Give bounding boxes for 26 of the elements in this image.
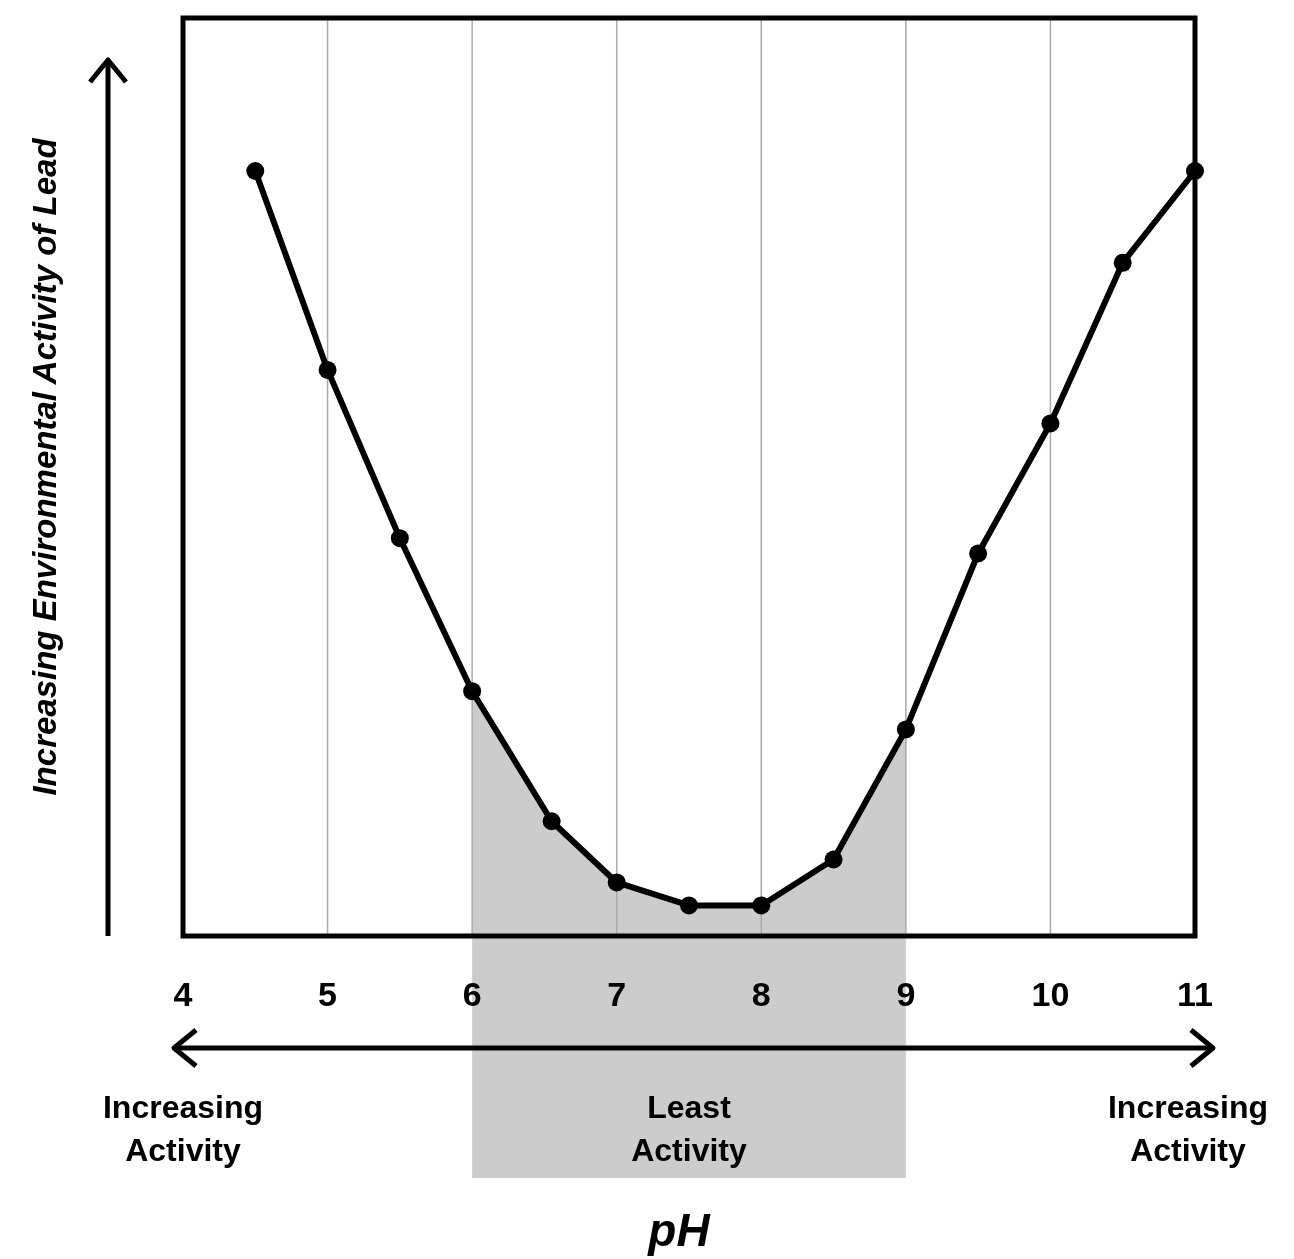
y-axis-title: Increasing Environmental Activity of Lead	[26, 137, 63, 796]
x-tick-label: 11	[1177, 975, 1213, 1013]
point	[1113, 253, 1132, 272]
point	[752, 896, 771, 915]
x-tick-label: 6	[462, 975, 482, 1013]
point	[607, 873, 626, 892]
x-tick-label: 10	[1031, 975, 1070, 1013]
point	[969, 544, 988, 563]
point	[542, 812, 561, 831]
x-tick-label: 4	[173, 975, 193, 1013]
band-label: Least Activity	[631, 1089, 747, 1168]
point	[1041, 414, 1060, 433]
point	[896, 720, 915, 739]
point	[680, 896, 698, 915]
point	[824, 850, 843, 869]
x-tick-label: 9	[896, 975, 916, 1013]
x-tick-label: 8	[751, 975, 771, 1013]
point	[390, 529, 409, 548]
point	[318, 360, 337, 379]
x-tick-label: 7	[607, 975, 627, 1013]
point	[463, 682, 482, 701]
text: Increasing Activity	[102, 1089, 264, 1168]
x-tick-label: 5	[318, 975, 338, 1013]
text: Increasing Activity	[1107, 1089, 1269, 1168]
point	[246, 162, 265, 180]
x-axis-title: pH	[646, 1204, 711, 1256]
